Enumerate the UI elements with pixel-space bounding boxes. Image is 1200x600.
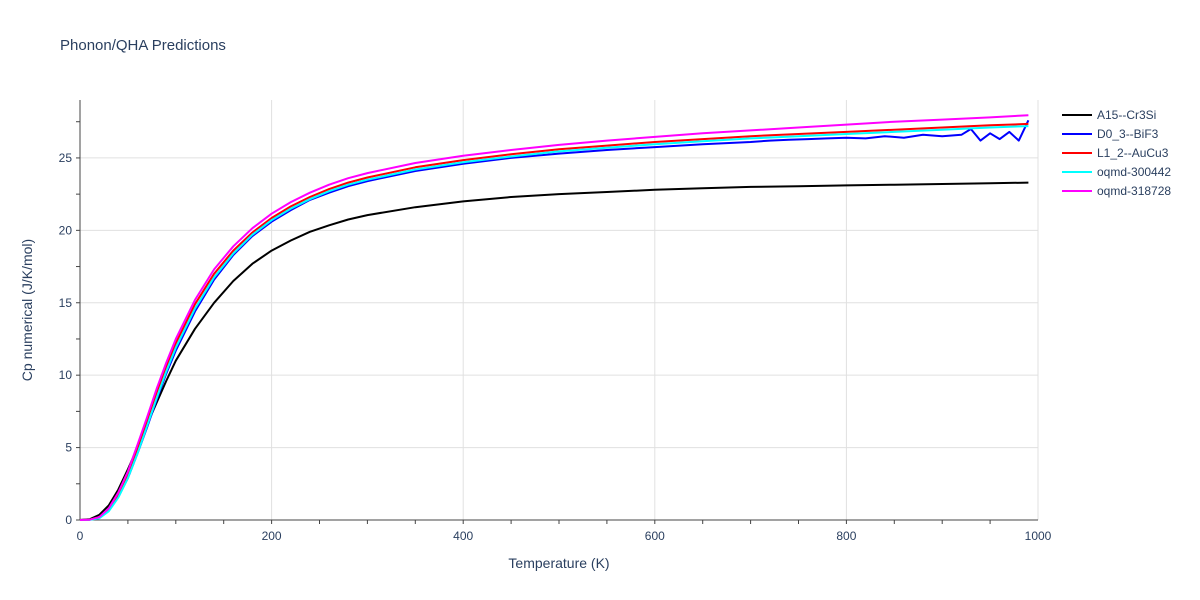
legend-label: A15--Cr3Si	[1097, 108, 1156, 122]
legend-label: L1_2--AuCu3	[1097, 146, 1169, 160]
y-tick-label: 5	[65, 441, 72, 455]
x-tick-label: 600	[645, 529, 665, 543]
x-tick-label: 400	[453, 529, 473, 543]
x-axis-ticks: 0 200 400 600 800 1000	[77, 520, 1052, 543]
series-line-a15-cr3si	[79, 181, 1029, 521]
legend-label: oqmd-300442	[1097, 165, 1171, 179]
y-axis-ticks: 0 5 10 15 20 25	[59, 121, 80, 527]
y-tick-label: 10	[59, 368, 73, 382]
x-tick-label: 1000	[1025, 529, 1052, 543]
series-line-oqmd-318728	[79, 114, 1029, 521]
legend: A15--Cr3Si D0_3--BiF3 L1_2--AuCu3 oqmd-3004…	[1062, 108, 1171, 198]
legend-label: D0_3--BiF3	[1097, 127, 1159, 141]
x-axis-title: Temperature (K)	[508, 555, 609, 571]
y-axis-title: Cp numerical (J/K/mol)	[19, 239, 35, 381]
y-tick-label: 15	[59, 296, 73, 310]
series-line-oqmd-300442	[79, 125, 1029, 521]
x-tick-label: 0	[77, 529, 84, 543]
legend-label: oqmd-318728	[1097, 184, 1171, 198]
x-tick-label: 800	[836, 529, 856, 543]
series-line-l1-2-aucu3	[79, 122, 1029, 521]
axes	[79, 100, 1038, 521]
series-lines	[79, 114, 1030, 521]
y-tick-label: 0	[65, 513, 72, 527]
y-tick-label: 25	[59, 151, 73, 165]
grid-lines	[80, 100, 1039, 520]
x-tick-label: 200	[262, 529, 282, 543]
y-tick-label: 20	[59, 223, 73, 237]
series-line-d0-3-bif3	[79, 119, 1030, 521]
chart-title: Phonon/QHA Predictions	[60, 37, 226, 54]
